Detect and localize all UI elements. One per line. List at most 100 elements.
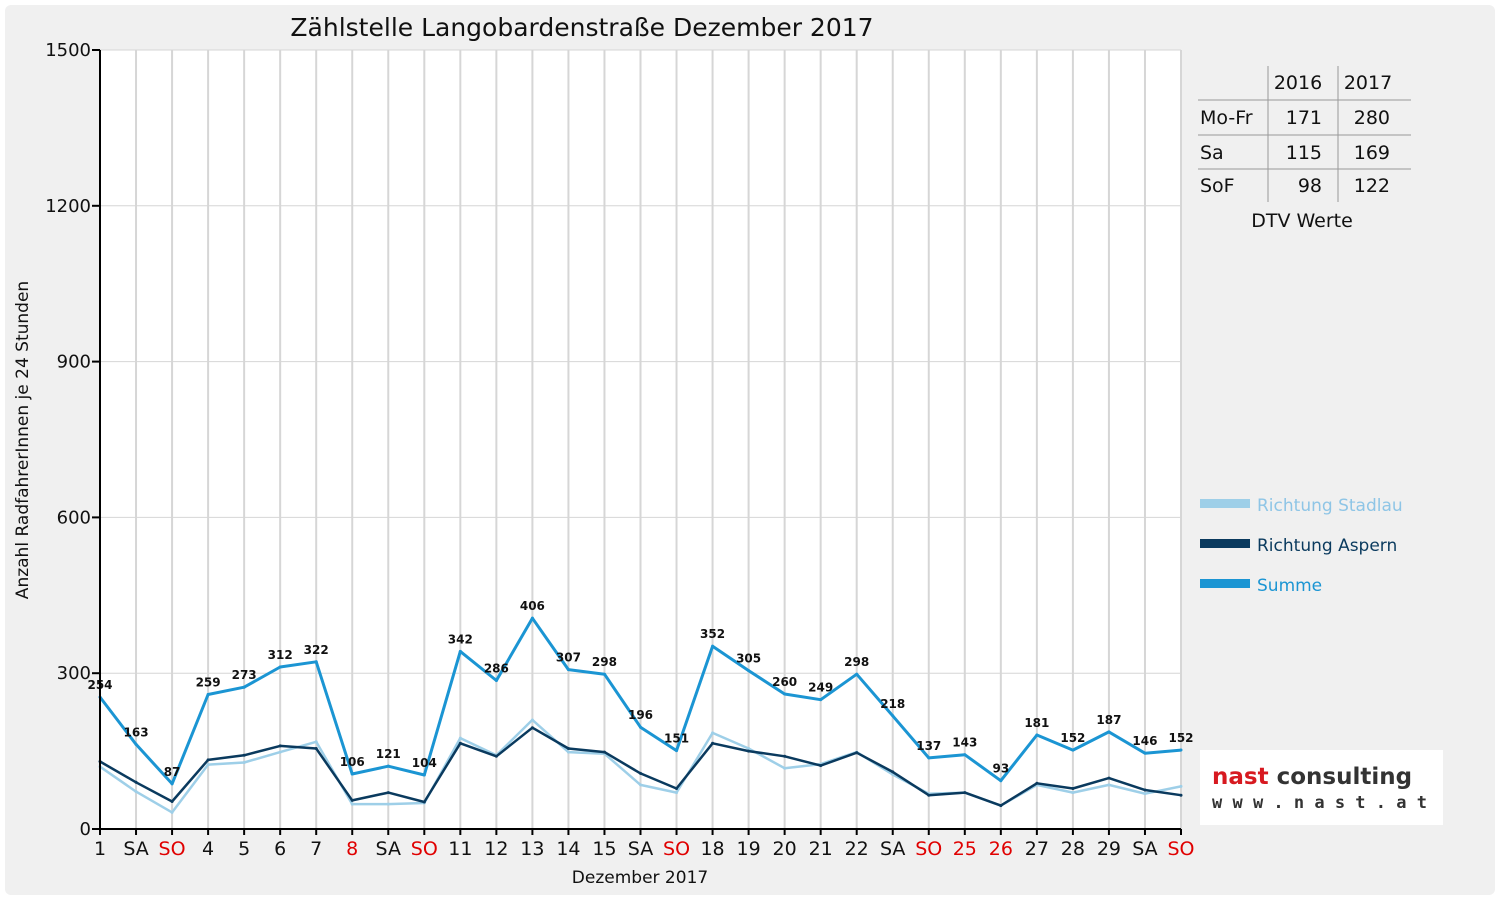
data-point [1179, 748, 1183, 752]
data-label: 259 [196, 675, 221, 689]
data-point [675, 786, 679, 790]
series-lines [98, 616, 1183, 814]
data-point [639, 783, 642, 787]
table-header-2016: 2016 [1274, 72, 1322, 94]
data-point [1107, 730, 1111, 734]
data-label: 342 [448, 632, 473, 646]
data-point [350, 802, 354, 806]
data-label: 298 [844, 655, 869, 669]
legend-swatch [1200, 579, 1250, 588]
legend-swatch [1200, 539, 1250, 548]
x-tick-label: SO [915, 838, 942, 860]
x-tick-label: 21 [809, 838, 833, 860]
x-tick-label: 8 [346, 838, 358, 860]
data-label: 181 [1024, 716, 1049, 730]
x-tick-label: SO [1167, 838, 1194, 860]
table-row-label: SoF [1200, 175, 1235, 197]
data-point [458, 649, 462, 653]
x-tick-label: 1 [94, 838, 106, 860]
data-point [206, 763, 210, 767]
data-point [170, 799, 174, 803]
table-cell: 280 [1354, 107, 1390, 129]
logo-consulting: consulting [1269, 764, 1412, 790]
data-point [530, 616, 534, 620]
data-label: 249 [808, 681, 833, 695]
data-point [1035, 781, 1039, 785]
data-point [242, 761, 246, 765]
data-point [458, 741, 462, 745]
data-point [458, 736, 462, 740]
x-tick-label: SA [1132, 838, 1157, 860]
data-label: 87 [164, 765, 181, 779]
data-point [566, 747, 570, 751]
data-point [278, 750, 282, 754]
data-point [494, 678, 498, 682]
legend-label: Summe [1257, 576, 1322, 596]
table-cell: 169 [1354, 142, 1390, 164]
data-point [1071, 791, 1075, 795]
data-label: 307 [556, 651, 581, 665]
chart-title: Zählstelle Langobardenstraße Dezember 20… [290, 13, 873, 42]
data-label: 273 [232, 668, 257, 682]
table-cell: 98 [1298, 175, 1322, 197]
data-point [1071, 786, 1075, 790]
data-point [1071, 748, 1075, 752]
data-label: 352 [700, 627, 725, 641]
data-point [999, 779, 1003, 783]
data-point [675, 749, 679, 753]
x-tick-label: 5 [238, 838, 250, 860]
data-label: 322 [304, 643, 329, 657]
data-point [1179, 784, 1183, 788]
y-tick-label: 1500 [45, 40, 91, 61]
x-tick-label: 6 [274, 838, 286, 860]
x-tick-label: SO [663, 838, 690, 860]
data-point [855, 672, 859, 676]
legend-label: Richtung Aspern [1257, 536, 1397, 556]
x-axis-ticks: 1 SA SO 4 5 6 7 8 SA SO 11 12 13 14 15 SA SO 18 19 20 21 22 SA… [94, 829, 1195, 860]
data-point [819, 698, 823, 702]
x-tick-label: 14 [556, 838, 580, 860]
table-row-label: Mo-Fr [1200, 107, 1253, 129]
data-point [963, 753, 967, 757]
data-label: 104 [412, 756, 437, 770]
data-point [206, 758, 210, 762]
data-point [566, 750, 570, 754]
x-tick-label: SO [411, 838, 438, 860]
y-tick-label: 600 [57, 507, 91, 528]
data-point [855, 751, 859, 755]
table-header-2017: 2017 [1344, 72, 1392, 94]
data-point [386, 764, 390, 768]
logo-nast: nast [1212, 764, 1269, 790]
data-point [963, 791, 967, 795]
x-tick-label: SA [376, 838, 401, 860]
data-point [350, 772, 354, 776]
data-point [783, 766, 787, 770]
x-tick-label: SA [628, 838, 653, 860]
data-point [819, 764, 823, 768]
data-point [278, 665, 282, 669]
x-tick-label: 11 [448, 838, 472, 860]
table-cell: 122 [1354, 175, 1390, 197]
data-label: 146 [1132, 734, 1157, 748]
logo-url: w w w . n a s t . a t [1212, 793, 1427, 813]
data-point [566, 668, 570, 672]
data-point [711, 644, 715, 648]
data-point [386, 802, 390, 806]
data-point [206, 692, 210, 696]
data-point [711, 731, 715, 735]
data-point [1107, 783, 1111, 787]
data-label: 143 [952, 736, 977, 750]
data-point [1143, 792, 1147, 796]
data-point [278, 744, 282, 748]
x-tick-label: SA [880, 838, 905, 860]
data-point [314, 740, 318, 744]
data-point [747, 747, 751, 751]
data-point [927, 793, 931, 797]
x-tick-label: 20 [773, 838, 797, 860]
data-point [170, 782, 174, 786]
data-point [422, 800, 426, 804]
data-labels: 2541638725927331232210612110434228640630… [87, 599, 1193, 779]
data-label: 312 [268, 648, 293, 662]
x-tick-label: 4 [202, 838, 214, 860]
x-tick-label: 26 [989, 838, 1013, 860]
